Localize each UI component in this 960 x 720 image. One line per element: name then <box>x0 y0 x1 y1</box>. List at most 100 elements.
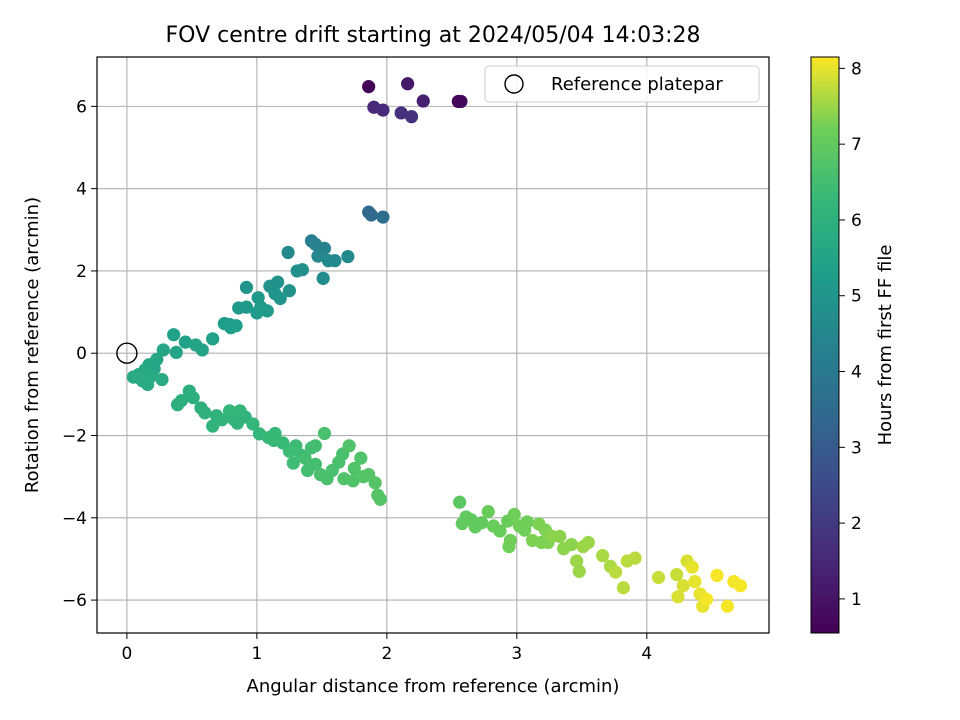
y-tick-label: 2 <box>76 262 87 282</box>
data-point <box>570 554 584 568</box>
data-point <box>156 343 170 357</box>
data-point <box>416 94 430 108</box>
data-point <box>268 426 282 441</box>
data-point <box>229 319 243 333</box>
data-point <box>281 245 295 260</box>
data-point <box>317 426 332 441</box>
x-axis-ticks: 0 1 2 3 4 <box>121 633 652 664</box>
data-point <box>250 306 264 320</box>
data-point <box>273 291 287 306</box>
data-point <box>376 103 390 117</box>
data-point <box>233 404 247 418</box>
scatter-points <box>126 77 748 613</box>
data-point <box>298 451 312 465</box>
legend-box <box>484 65 760 103</box>
colorbar-label: Hours from first FF file <box>875 245 896 446</box>
x-tick-label: 1 <box>251 644 262 664</box>
data-point <box>720 599 735 613</box>
data-point <box>155 372 169 387</box>
data-point <box>311 249 325 263</box>
data-point <box>454 94 468 109</box>
data-point <box>553 529 567 543</box>
data-point <box>206 332 220 346</box>
data-point <box>198 406 212 420</box>
data-point <box>308 457 322 471</box>
data-point <box>676 579 690 593</box>
data-point <box>133 371 147 385</box>
data-point <box>178 335 192 349</box>
grid-lines <box>97 57 769 633</box>
y-tick-label: −2 <box>62 427 87 447</box>
colorbar-tick-label: 6 <box>851 211 862 231</box>
data-point <box>628 551 642 565</box>
data-point <box>670 567 684 582</box>
data-point <box>271 275 285 289</box>
data-point <box>341 249 355 264</box>
colorbar-tick-label: 4 <box>851 363 862 383</box>
data-point <box>581 535 595 550</box>
data-point <box>290 264 304 278</box>
y-axis-label: Rotation from reference (arcmin) <box>22 197 43 493</box>
data-point <box>260 304 274 318</box>
data-point <box>342 439 356 453</box>
data-point <box>286 456 300 470</box>
plot-frame <box>96 56 770 634</box>
data-point <box>609 565 623 579</box>
data-point <box>710 568 724 583</box>
data-point <box>170 398 185 412</box>
chart-title: FOV centre drift starting at 2024/05/04 … <box>166 23 701 48</box>
data-point <box>362 80 376 94</box>
data-point <box>368 476 382 490</box>
data-point <box>520 515 534 529</box>
data-point <box>347 461 361 476</box>
y-tick-label: 0 <box>76 344 87 364</box>
data-point <box>493 524 507 538</box>
legend-label: Reference platepar <box>551 74 723 95</box>
data-point <box>671 590 685 604</box>
data-point <box>328 254 342 268</box>
x-tick-label: 2 <box>381 644 392 664</box>
data-point <box>364 208 378 222</box>
data-point <box>354 451 368 465</box>
x-axis-label: Angular distance from reference (arcmin) <box>247 676 620 697</box>
colorbar-tick-label: 2 <box>851 514 862 534</box>
data-point <box>222 404 237 418</box>
legend-reference-marker <box>504 74 524 94</box>
data-point <box>733 579 748 593</box>
x-tick-label: 3 <box>511 644 522 664</box>
y-axis-ticks: −6 −4 −2 0 2 4 6 <box>62 97 97 611</box>
data-point <box>239 280 254 294</box>
data-point <box>316 271 330 285</box>
data-point <box>232 301 246 315</box>
data-point <box>246 417 260 431</box>
data-point <box>502 540 516 554</box>
data-point <box>700 592 714 606</box>
data-point <box>282 284 296 298</box>
data-point <box>507 507 521 522</box>
data-point <box>572 564 586 578</box>
y-tick-label: −4 <box>62 509 87 529</box>
data-point <box>167 328 181 342</box>
data-point <box>481 505 495 519</box>
colorbar-tick-label: 1 <box>851 590 862 610</box>
data-point <box>401 77 415 91</box>
data-point <box>404 110 419 124</box>
data-point <box>564 537 579 552</box>
data-point <box>308 439 322 453</box>
y-tick-label: 4 <box>76 180 87 200</box>
y-tick-label: 6 <box>76 97 87 117</box>
data-point <box>346 474 360 488</box>
data-point <box>688 574 702 589</box>
data-point <box>195 343 209 357</box>
data-point <box>206 419 220 433</box>
x-tick-label: 4 <box>641 644 652 664</box>
colorbar <box>810 56 840 634</box>
x-tick-label: 0 <box>121 644 132 664</box>
data-point <box>186 391 200 405</box>
data-point <box>394 106 408 120</box>
reference-platepar-marker <box>116 342 138 364</box>
data-point <box>596 549 610 563</box>
data-point <box>616 581 631 595</box>
data-point <box>169 345 183 360</box>
